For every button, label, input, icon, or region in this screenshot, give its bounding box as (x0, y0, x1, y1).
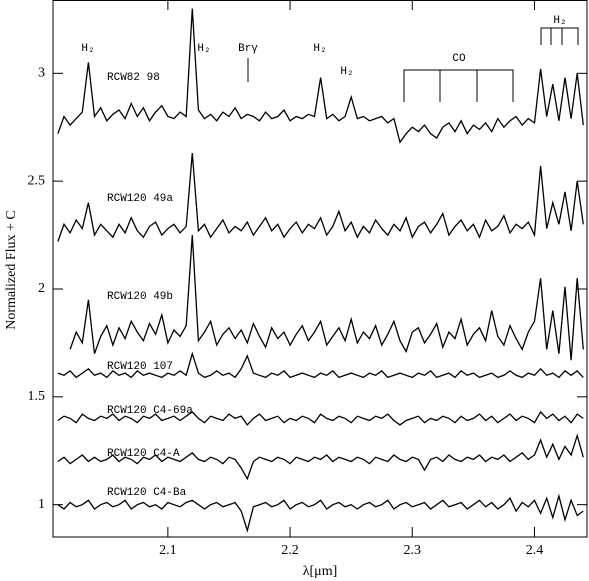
series-label: RCW82 98 (107, 72, 160, 84)
series-label: RCW120 49a (107, 193, 173, 205)
line-annotation: Brγ (238, 43, 258, 55)
line-annotation: H₂ (553, 15, 566, 27)
y-tick-label: 2.5 (28, 173, 46, 188)
spectrum-line (57, 410, 584, 426)
y-tick-label: 3 (38, 66, 45, 81)
h2-bracket (540, 27, 579, 45)
spectrum-line (57, 153, 584, 242)
series-label: RCW120 C4-69a (107, 405, 193, 417)
series-label: RCW120 C4-Ba (107, 487, 187, 499)
series-label: RCW120 107 (107, 361, 173, 373)
spectrum-line (57, 351, 584, 379)
line-annotation: H₂ (197, 43, 210, 55)
line-annotation: H₂ (340, 66, 353, 78)
spectrum-line (57, 8, 584, 144)
spectrum-line (57, 493, 584, 533)
y-axis-title: Normalized Flux + C (4, 210, 19, 330)
spectrum-line (69, 235, 584, 361)
x-axis-title: λ[μm] (303, 564, 338, 579)
plot-frame (52, 0, 588, 538)
x-tick-label: 2.3 (404, 543, 422, 558)
y-tick-label: 1.5 (28, 389, 46, 404)
line-annotation: CO (452, 53, 466, 65)
series-label: RCW120 49b (107, 291, 173, 303)
line-annotation: H₂ (81, 43, 94, 55)
series-label: RCW120 C4-A (107, 448, 180, 460)
x-tick-label: 2.1 (159, 543, 177, 558)
y-tick-label: 2 (38, 281, 45, 296)
line-annotation: H₂ (313, 43, 326, 55)
x-tick-label: 2.2 (281, 543, 299, 558)
co-bracket (403, 69, 514, 102)
x-tick-label: 2.4 (526, 543, 544, 558)
spectrum-line (57, 433, 584, 481)
y-tick-label: 1 (38, 497, 45, 512)
